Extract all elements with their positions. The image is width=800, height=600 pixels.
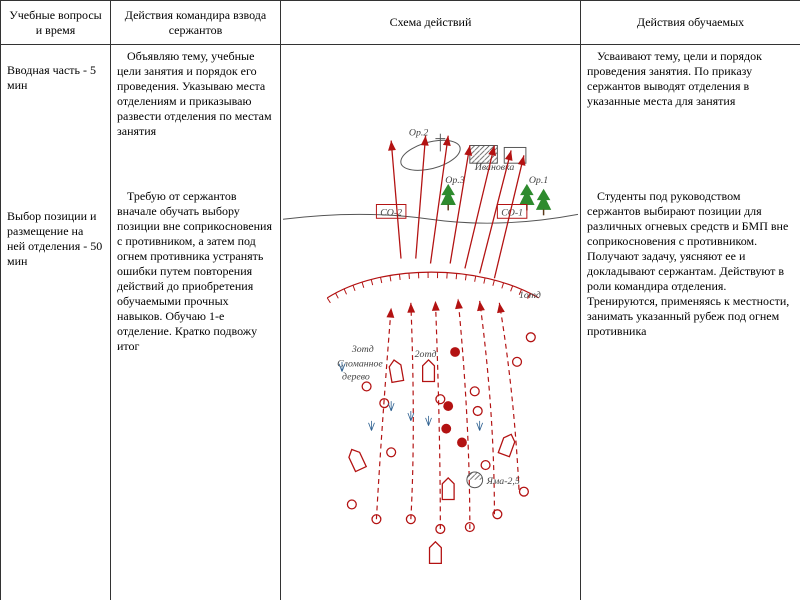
- tactical-diagram: Ор.2Ор.3Ор.1ИвановкаСО-2СО-1Яма-2,51отд2…: [283, 49, 578, 596]
- svg-text:СО-2: СО-2: [380, 207, 402, 218]
- svg-text:дерево: дерево: [342, 372, 370, 383]
- svg-text:1отд: 1отд: [519, 290, 541, 301]
- header-col-time: Учебные вопросы и время: [1, 1, 111, 45]
- svg-text:СО-1: СО-1: [501, 207, 523, 218]
- header-col-scheme: Схема действий: [281, 1, 581, 45]
- svg-text:Яма-2,5: Яма-2,5: [486, 476, 520, 487]
- svg-text:2отд: 2отд: [415, 349, 437, 360]
- time-cell-row1: Вводная часть - 5 мин: [1, 45, 111, 185]
- training-plan-table: Учебные вопросы и время Действия команди…: [0, 0, 800, 600]
- header-row: Учебные вопросы и время Действия команди…: [1, 1, 800, 45]
- svg-text:Ор.1: Ор.1: [529, 175, 548, 186]
- svg-text:Ор.3: Ор.3: [445, 175, 464, 186]
- header-col-trainees: Действия обучаемых: [581, 1, 800, 45]
- commander-cell-row1: Объявляю тему, учебные цели занятия и по…: [111, 45, 281, 185]
- trainees-cell-row1: Усваивают тему, цели и порядок проведени…: [581, 45, 800, 185]
- scheme-cell: Ор.2Ор.3Ор.1ИвановкаСО-2СО-1Яма-2,51отд2…: [281, 45, 581, 600]
- table-row: Вводная часть - 5 мин Объявляю тему, уче…: [1, 45, 800, 185]
- time-label: Выбор позиции и размещение на ней отделе…: [7, 189, 104, 269]
- header-col-commander: Действия командира взвода сержантов: [111, 1, 281, 45]
- time-label: Вводная часть - 5 мин: [7, 49, 104, 93]
- trainees-cell-row2: Студенты под руководством сержантов выби…: [581, 185, 800, 600]
- time-cell-row2: Выбор позиции и размещение на ней отделе…: [1, 185, 111, 600]
- svg-text:3отд: 3отд: [351, 344, 374, 355]
- commander-cell-row2: Требую от сержантов вначале обучать выбо…: [111, 185, 281, 600]
- svg-text:Сломанное: Сломанное: [337, 359, 383, 370]
